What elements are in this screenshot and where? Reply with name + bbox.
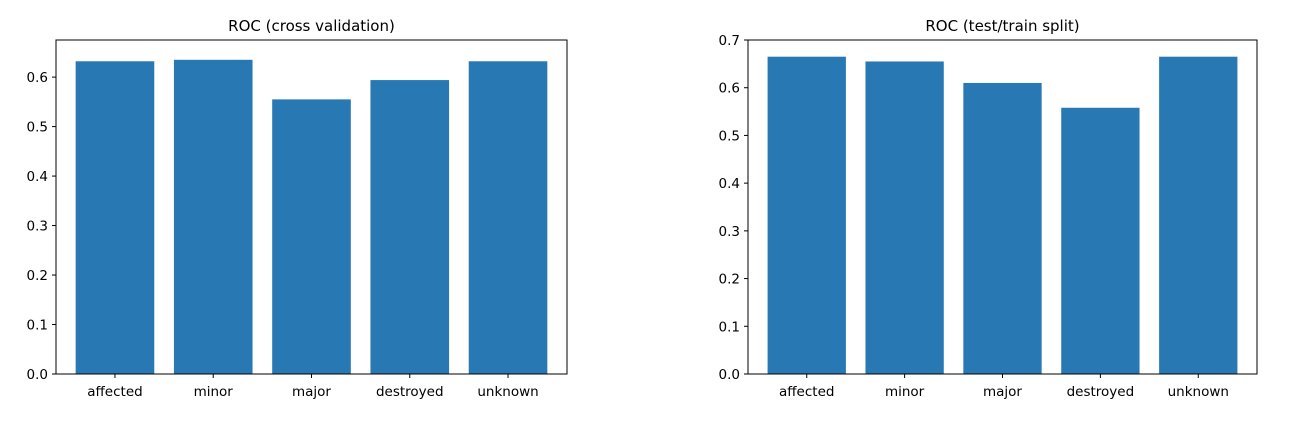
bar-destroyed [1061,107,1140,375]
y-tick-label: 0.0 [27,367,48,383]
y-tick-label: 0.2 [719,272,740,288]
chart-test-train-split: ROC (test/train split) affected minor major… [719,17,1258,400]
y-tick-label: 0.4 [719,176,740,192]
bar-unknown [468,61,548,374]
x-tick-label: major [292,384,331,400]
x-tick-label: major [983,384,1022,400]
bar-unknown [1159,56,1238,374]
y-tick-label: 0.7 [719,33,740,49]
x-tick-label: unknown [477,384,538,400]
x-tick-label: unknown [1168,384,1229,400]
y-tick-label: 0.0 [719,367,740,383]
x-tick-label: affected [779,384,834,400]
y-tick-label: 0.1 [27,318,48,334]
y-tick-label: 0.2 [27,268,48,284]
chart-cross-validation: ROC (cross validation) affected minor major… [27,17,568,400]
bar-major [272,99,351,374]
x-tick-label: affected [87,384,142,400]
chart-title: ROC (cross validation) [228,17,395,35]
y-tick-label: 0.5 [719,128,740,144]
x-tick-label: minor [194,384,234,400]
y-tick-label: 0.1 [719,319,740,335]
bar-minor [173,59,253,374]
axes-frame [55,39,568,375]
y-tick-label: 0.3 [719,224,740,240]
y-tick-label: 0.3 [27,219,48,235]
bar-destroyed [370,80,450,374]
x-tick-label: minor [885,384,925,400]
y-tick-label: 0.4 [27,169,48,185]
axes-frame [747,39,1258,375]
bar-minor [865,61,944,374]
bar-major [963,82,1042,374]
x-tick-label: destroyed [376,384,444,400]
y-tick-label: 0.6 [27,70,48,86]
bar-affected [767,56,846,374]
y-tick-label: 0.5 [27,120,48,136]
x-tick-label: destroyed [1067,384,1135,400]
y-tick-label: 0.6 [719,81,740,97]
chart-title: ROC (test/train split) [925,17,1079,35]
bar-affected [75,61,155,374]
